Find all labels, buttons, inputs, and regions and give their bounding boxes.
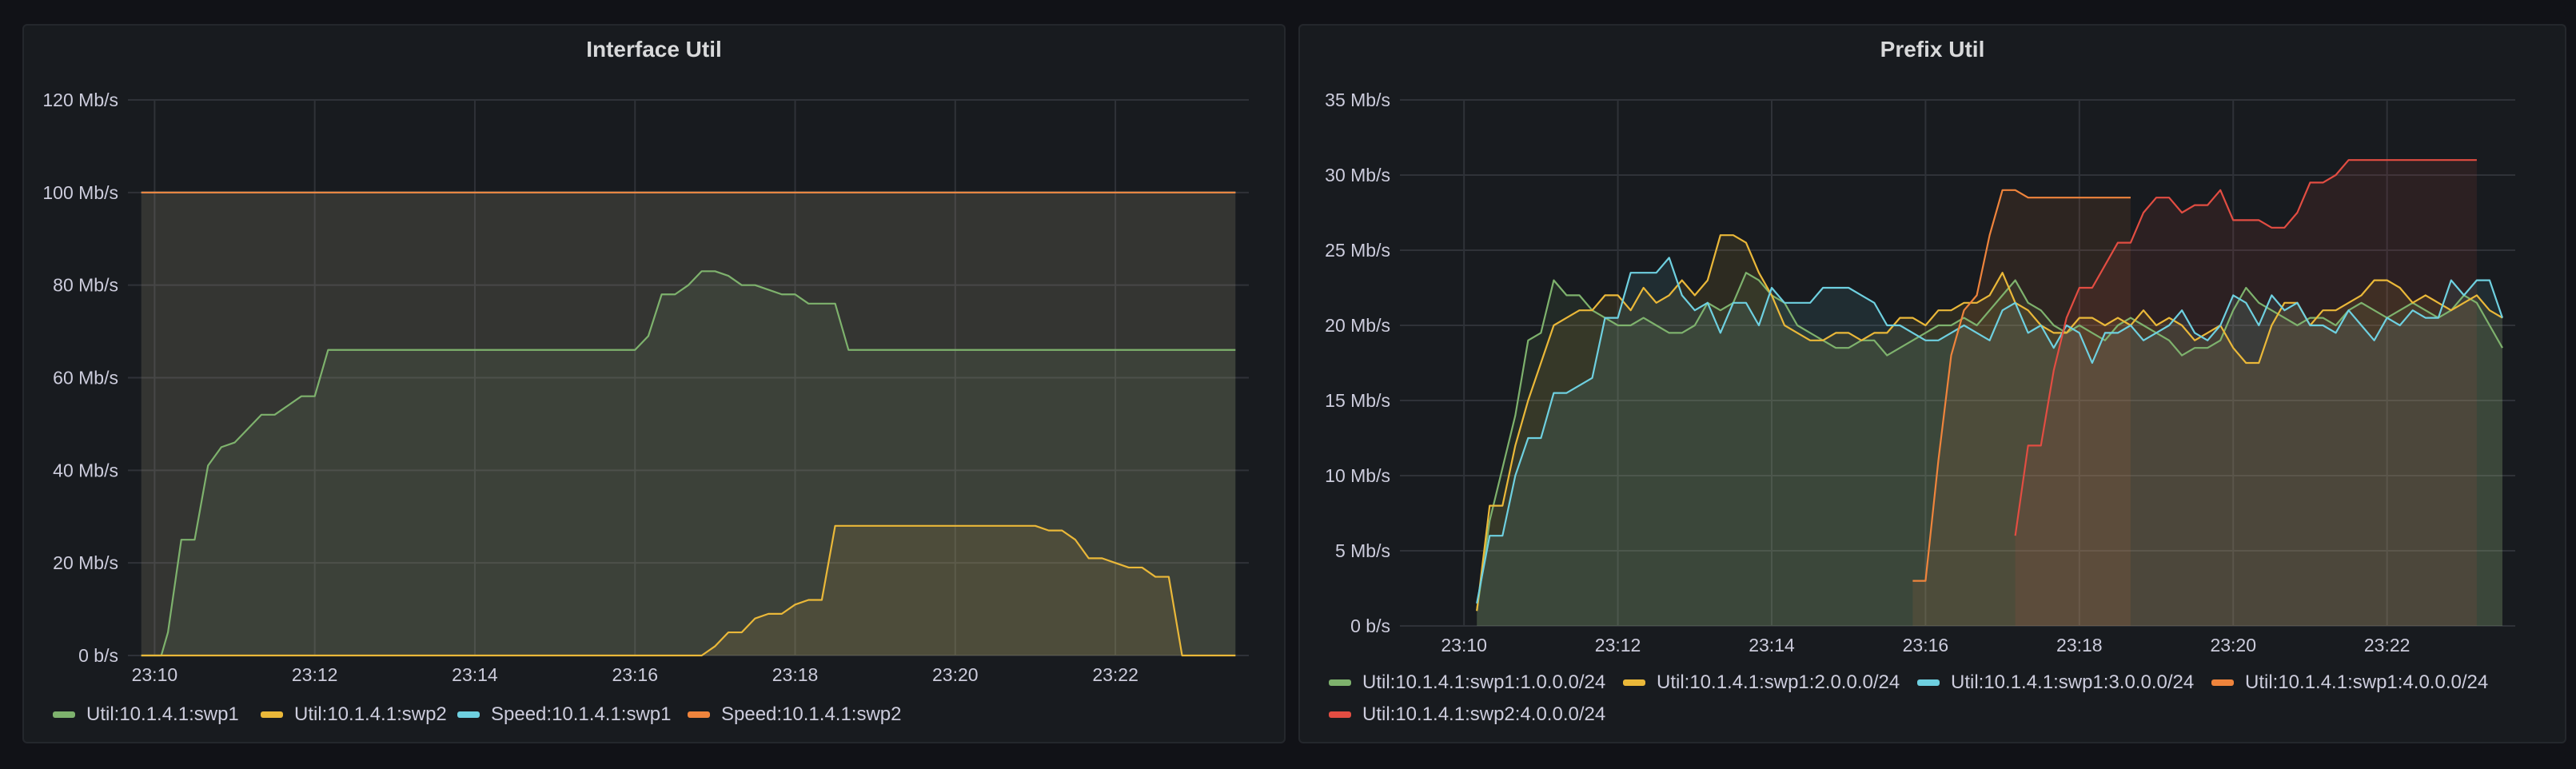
series-area-util-10-1-4-1-swp1-3-0-0-0-24 bbox=[1477, 257, 2502, 626]
series-area-speed-10-1-4-1-swp2 bbox=[141, 192, 1236, 656]
x-tick-label: 23:20 bbox=[2210, 635, 2256, 655]
y-tick-label: 100 Mb/s bbox=[42, 182, 118, 203]
legend-swatch bbox=[1623, 679, 1645, 686]
series-area-speed-10-1-4-1-swp1 bbox=[141, 192, 1236, 656]
x-tick-label: 23:16 bbox=[1903, 635, 1949, 655]
legend-swatch bbox=[2211, 679, 2234, 686]
legend-swatch bbox=[1329, 679, 1351, 686]
panel-title[interactable]: Prefix Util bbox=[1880, 37, 1985, 62]
y-tick-label: 60 Mb/s bbox=[53, 368, 118, 388]
legend-item[interactable]: Util:10.1.4.1:swp1:4.0.0.0/24 bbox=[2211, 671, 2488, 694]
legend-item[interactable]: Util:10.1.4.1:swp1:2.0.0.0/24 bbox=[1623, 671, 1900, 694]
y-tick-label: 10 Mb/s bbox=[1325, 465, 1390, 486]
y-tick-label: 35 Mb/s bbox=[1325, 90, 1390, 110]
legend-label: Util:10.1.4.1:swp1:4.0.0.0/24 bbox=[2245, 671, 2489, 693]
legend-swatch bbox=[1917, 679, 1940, 686]
x-tick-label: 23:12 bbox=[292, 664, 338, 685]
panel-title[interactable]: Interface Util bbox=[586, 37, 722, 62]
legend-label: Speed:10.1.4.1:swp1 bbox=[491, 703, 672, 725]
series-line-util-10-1-4-1-swp1-4-0-0-0-24[interactable] bbox=[1912, 189, 2131, 582]
x-tick-label: 23:16 bbox=[612, 664, 658, 685]
series-line-util-10-1-4-1-swp1-3-0-0-0-24[interactable] bbox=[1476, 257, 2504, 604]
legend-label: Speed:10.1.4.1:swp2 bbox=[721, 703, 902, 725]
legend-label: Util:10.1.4.1:swp2 bbox=[294, 703, 447, 725]
legend-swatch bbox=[688, 711, 710, 718]
prefix-util-panel[interactable]: Prefix Util 0 b/s 5 Mb/s 10 Mb/s 15 Mb/s 20 … bbox=[1298, 24, 2566, 743]
series-line-util-10-1-4-1-swp1[interactable] bbox=[141, 270, 1236, 657]
y-tick-label: 120 Mb/s bbox=[42, 90, 118, 110]
y-tick-label: 0 b/s bbox=[78, 645, 118, 666]
interface-util-panel[interactable]: Interface Util 0 b/s 20 Mb/s 40 Mb/s 60 Mb/… bbox=[22, 24, 1286, 743]
series-area-util-10-1-4-1-swp1-4-0-0-0-24 bbox=[1912, 189, 2131, 627]
series-area-util-10-1-4-1-swp2-4-0-0-0-24 bbox=[2015, 160, 2477, 626]
series-area-util-10-1-4-1-swp1-2-0-0-0-24 bbox=[1477, 235, 2502, 626]
legend-item[interactable]: Util:10.1.4.1:swp1:1.0.0.0/24 bbox=[1329, 671, 1605, 694]
legend-label: Util:10.1.4.1:swp1:2.0.0.0/24 bbox=[1657, 671, 1900, 693]
x-tick-label: 23:10 bbox=[1441, 635, 1487, 655]
series-line-util-10-1-4-1-swp1-1-0-0-0-24[interactable] bbox=[1476, 272, 2503, 612]
x-tick-label: 23:20 bbox=[932, 664, 979, 685]
legend-swatch bbox=[53, 711, 75, 718]
series-line-util-10-1-4-1-swp2-4-0-0-0-24[interactable] bbox=[2014, 159, 2477, 536]
series-area-util-10-1-4-1-swp1 bbox=[141, 271, 1236, 655]
y-tick-label: 5 Mb/s bbox=[1335, 540, 1390, 561]
legend-swatch bbox=[1329, 711, 1351, 718]
legend-label: Util:10.1.4.1:swp1:1.0.0.0/24 bbox=[1362, 671, 1606, 693]
legend-item[interactable]: Util:10.1.4.1:swp1 bbox=[53, 703, 239, 726]
legend-item[interactable]: Util:10.1.4.1:swp2 bbox=[261, 703, 447, 726]
legend-item[interactable]: Speed:10.1.4.1:swp2 bbox=[688, 703, 902, 726]
series-line-util-10-1-4-1-swp1-2-0-0-0-24[interactable] bbox=[1476, 234, 2503, 612]
y-tick-label: 40 Mb/s bbox=[53, 460, 118, 480]
legend-item[interactable]: Speed:10.1.4.1:swp1 bbox=[457, 703, 672, 726]
y-tick-label: 0 b/s bbox=[1350, 616, 1390, 636]
legend-swatch bbox=[261, 711, 283, 718]
y-tick-label: 30 Mb/s bbox=[1325, 165, 1390, 185]
legend-label: Util:10.1.4.1:swp1 bbox=[86, 703, 239, 725]
legend-item[interactable]: Util:10.1.4.1:swp2:4.0.0.0/24 bbox=[1329, 703, 1605, 726]
y-tick-label: 20 Mb/s bbox=[53, 552, 118, 573]
series-area-util-10-1-4-1-swp2 bbox=[141, 525, 1236, 655]
x-tick-label: 23:14 bbox=[452, 664, 498, 685]
x-tick-label: 23:22 bbox=[2364, 635, 2411, 655]
x-tick-label: 23:18 bbox=[772, 664, 819, 685]
y-tick-label: 25 Mb/s bbox=[1325, 240, 1390, 261]
x-tick-label: 23:14 bbox=[1749, 635, 1795, 655]
legend-label: Util:10.1.4.1:swp2:4.0.0.0/24 bbox=[1362, 703, 1606, 725]
legend-label: Util:10.1.4.1:swp1:3.0.0.0/24 bbox=[1951, 671, 2195, 693]
interface-util-chart[interactable]: 0 b/s 20 Mb/s 40 Mb/s 60 Mb/s 80 Mb/s 100 Mb/… bbox=[24, 26, 1287, 745]
y-tick-label: 20 Mb/s bbox=[1325, 315, 1390, 336]
x-tick-label: 23:12 bbox=[1595, 635, 1641, 655]
x-tick-label: 23:22 bbox=[1092, 664, 1138, 685]
x-tick-label: 23:18 bbox=[2056, 635, 2103, 655]
x-tick-label: 23:10 bbox=[132, 664, 178, 685]
series-line-util-10-1-4-1-swp2[interactable] bbox=[141, 524, 1236, 657]
legend-item[interactable]: Util:10.1.4.1:swp1:3.0.0.0/24 bbox=[1917, 671, 2194, 694]
y-tick-label: 80 Mb/s bbox=[53, 275, 118, 296]
series-area-util-10-1-4-1-swp1-1-0-0-0-24 bbox=[1477, 273, 2502, 626]
y-tick-label: 15 Mb/s bbox=[1325, 390, 1390, 411]
legend-swatch bbox=[457, 711, 480, 718]
prefix-util-chart[interactable]: 0 b/s 5 Mb/s 10 Mb/s 15 Mb/s 20 Mb/s 25 Mb/s 3… bbox=[1300, 26, 2568, 745]
